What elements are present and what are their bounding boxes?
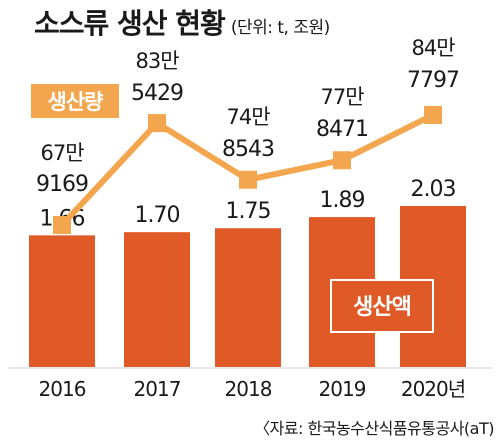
x-tick-label-2: 2018 [225, 377, 272, 401]
line-value-label-top-4: 84만 [411, 36, 455, 60]
line-value-label-bottom-3: 8471 [316, 117, 368, 142]
chart-title-row: 소스류 생산 현황 (단위: t, 조원) [34, 2, 330, 42]
line-value-label-bottom-0: 9169 [36, 172, 88, 197]
line-value-label-bottom-4: 7797 [407, 68, 459, 93]
line-value-label-top-2: 74만 [226, 105, 270, 129]
x-tick-label-4: 2020년 [401, 377, 465, 401]
bar-value-label-3: 1.89 [320, 188, 365, 213]
line-value-label-bottom-2: 8543 [222, 137, 274, 162]
line-series-label-box [31, 84, 119, 118]
chart-unit: (단위: t, 조원) [230, 18, 330, 38]
x-tick-label-0: 2016 [39, 377, 86, 401]
x-tick-label-1: 2017 [134, 377, 181, 401]
line-marker-1 [148, 114, 166, 133]
bar-2 [215, 228, 281, 367]
bar-0 [29, 235, 95, 367]
line-value-label-top-0: 67만 [40, 141, 84, 165]
chart-title: 소스류 생산 현황 [34, 7, 226, 40]
line-marker-4 [424, 106, 442, 124]
chart-source: 〈자료: 한국농수산식품유통공사(aT) [254, 419, 494, 438]
line-value-label-top-1: 83만 [135, 49, 179, 73]
bar-series-label-box [330, 279, 434, 333]
bar-value-label-4: 2.03 [411, 177, 456, 202]
line-marker-0 [53, 216, 71, 234]
line-value-label-bottom-1: 5429 [131, 81, 183, 106]
bar-1 [124, 232, 190, 367]
line-marker-3 [333, 151, 351, 170]
line-marker-2 [239, 170, 257, 189]
bar-value-label-2: 1.75 [226, 199, 271, 224]
x-tick-label-3: 2019 [319, 377, 366, 401]
line-series-label: 생산량 [48, 90, 104, 114]
bar-series-label: 생산액 [353, 295, 411, 320]
bar-value-label-1: 1.70 [135, 203, 180, 228]
line-value-label-top-3: 77만 [320, 85, 364, 109]
